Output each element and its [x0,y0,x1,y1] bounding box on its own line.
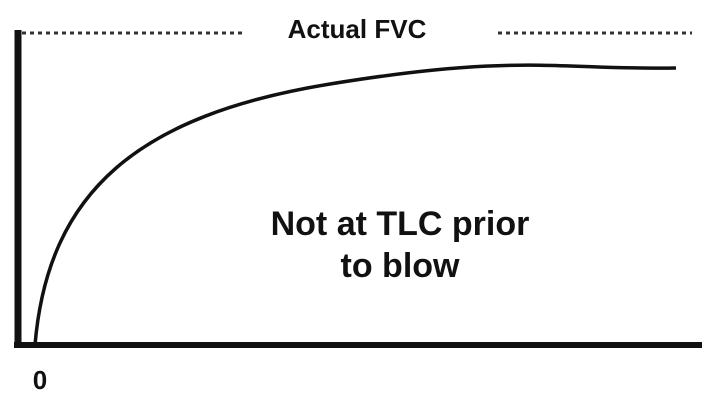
top-label: Actual FVC [288,14,427,44]
annotation-line: Not at TLC prior [271,205,530,243]
annotation-line: to blow [341,247,461,285]
volume-curve [33,63,677,346]
origin-label: 0 [33,365,47,395]
